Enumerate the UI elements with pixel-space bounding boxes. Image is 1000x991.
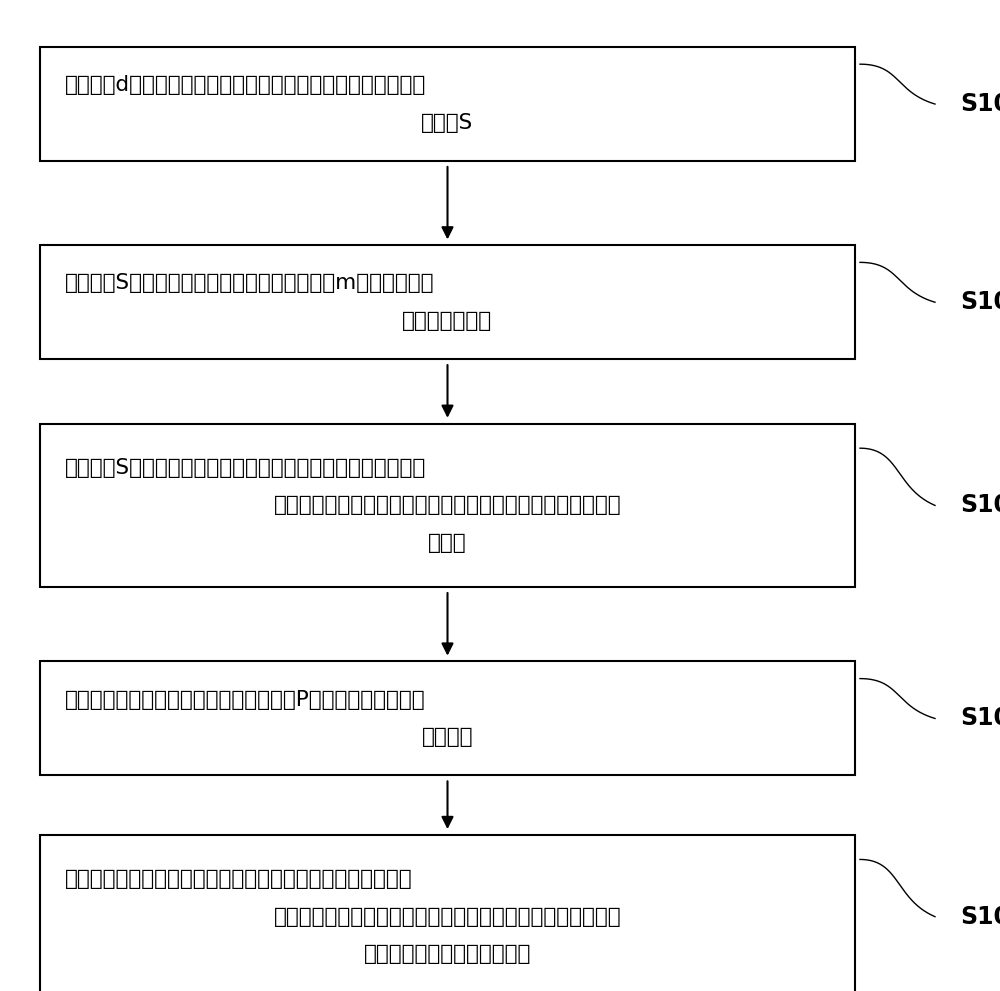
Text: 数据集S: 数据集S xyxy=(421,113,474,133)
Text: S104: S104 xyxy=(960,707,1000,730)
Text: 数据集: 数据集 xyxy=(428,533,467,553)
Text: 将数据集S中的映射到网格中计算各个网格的重心，作为新的数: 将数据集S中的映射到网格中计算各个网格的重心，作为新的数 xyxy=(65,458,426,478)
Text: S103: S103 xyxy=(960,494,1000,517)
FancyBboxPatch shape xyxy=(40,424,855,587)
FancyBboxPatch shape xyxy=(40,246,855,360)
Text: 而判断热电工业数据是否异常: 而判断热电工业数据是否异常 xyxy=(364,944,531,964)
Text: 实时获取d维度的热电工业数据作为样本，按照时间顺序存储至: 实时获取d维度的热电工业数据作为样本，按照时间顺序存储至 xyxy=(65,75,426,95)
Text: 聚类中心: 聚类中心 xyxy=(422,727,473,747)
Text: 计算网格重心数据集中每个数据点所对应网格包含的热电工业: 计算网格重心数据集中每个数据点所对应网格包含的热电工业 xyxy=(65,869,413,889)
Text: S105: S105 xyxy=(960,905,1000,929)
Text: S101: S101 xyxy=(960,92,1000,116)
Text: 成不相交的网格: 成不相交的网格 xyxy=(402,311,493,331)
Text: S102: S102 xyxy=(960,290,1000,314)
Text: 数据与其最邻近的聚类中心的距离并与预设距离阈值比较，进: 数据与其最邻近的聚类中心的距离并与预设距离阈值比较，进 xyxy=(274,907,621,927)
Text: 利用自适应模糊聚类算对网格重心数据集P进行聚类，得到所有: 利用自适应模糊聚类算对网格重心数据集P进行聚类，得到所有 xyxy=(65,690,426,710)
Text: 将数据集S所分布空间的每一维划均分为相等的m个间隔段，生: 将数据集S所分布空间的每一维划均分为相等的m个间隔段，生 xyxy=(65,274,434,293)
FancyBboxPatch shape xyxy=(40,47,855,161)
Text: 据点来代表相应网格内所包含的热电工业数据，形成网格重心: 据点来代表相应网格内所包含的热电工业数据，形成网格重心 xyxy=(274,496,621,515)
FancyBboxPatch shape xyxy=(40,834,855,991)
FancyBboxPatch shape xyxy=(40,662,855,775)
